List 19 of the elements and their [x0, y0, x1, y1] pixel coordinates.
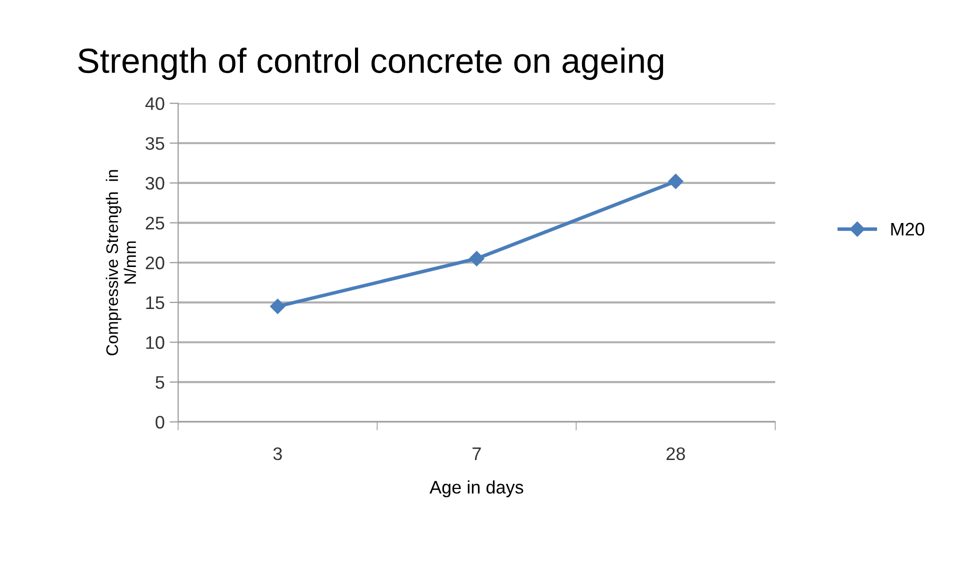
y-tick-label: 5 — [156, 376, 164, 389]
point — [270, 298, 286, 314]
y-tick-label: 10 — [146, 336, 164, 349]
point — [469, 251, 484, 266]
point — [668, 174, 684, 189]
y-tick-label: 40 — [145, 97, 164, 110]
chart-title: Strength of control concrete on ageing — [78, 48, 664, 80]
y-tick-label: 35 — [146, 137, 164, 150]
x-axis-title: Age in days — [430, 480, 524, 498]
x-tick-label: 28 — [666, 447, 685, 460]
y-tick-label: 30 — [146, 176, 164, 190]
y-tick-label: 0 — [156, 416, 164, 429]
x-tick-label: 3 — [273, 447, 282, 460]
legend-label: M20 — [891, 222, 924, 236]
y-axis-title: Compressive Strength in N/mm — [106, 170, 136, 356]
y-tick-label: 20 — [146, 256, 164, 270]
x-tick-label: 7 — [472, 448, 481, 460]
y-tick-label: 15 — [146, 296, 164, 310]
y-tick-label: 25 — [146, 216, 164, 230]
